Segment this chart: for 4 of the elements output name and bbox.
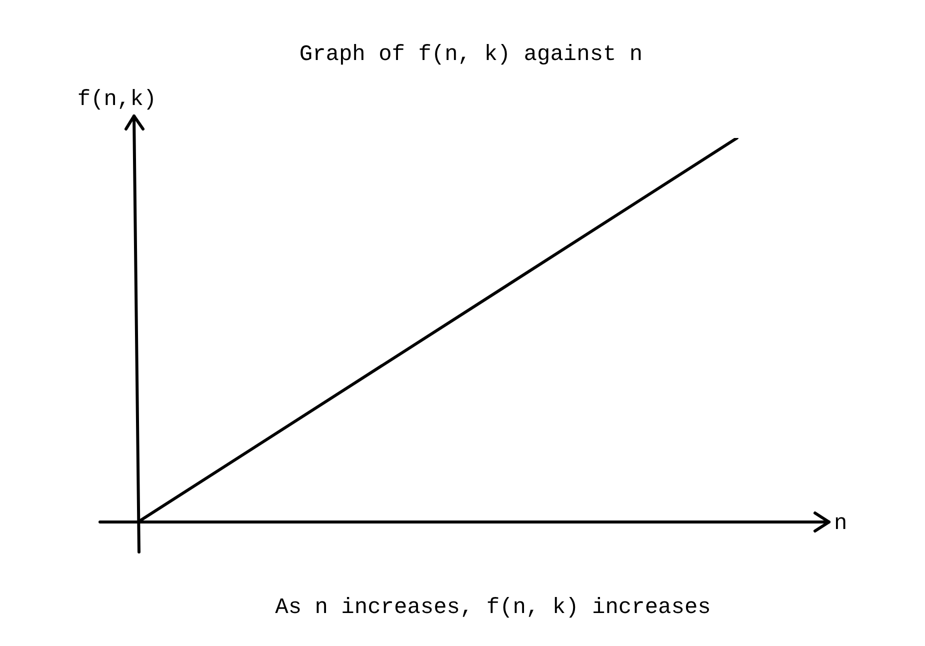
x-axis-title: n — [834, 510, 848, 536]
chart-title: Graph of f(n, k) against n — [299, 42, 643, 67]
text: As n increases, f(n, k) increases — [275, 594, 711, 620]
y-axis-title: f(n,k) — [77, 86, 157, 112]
